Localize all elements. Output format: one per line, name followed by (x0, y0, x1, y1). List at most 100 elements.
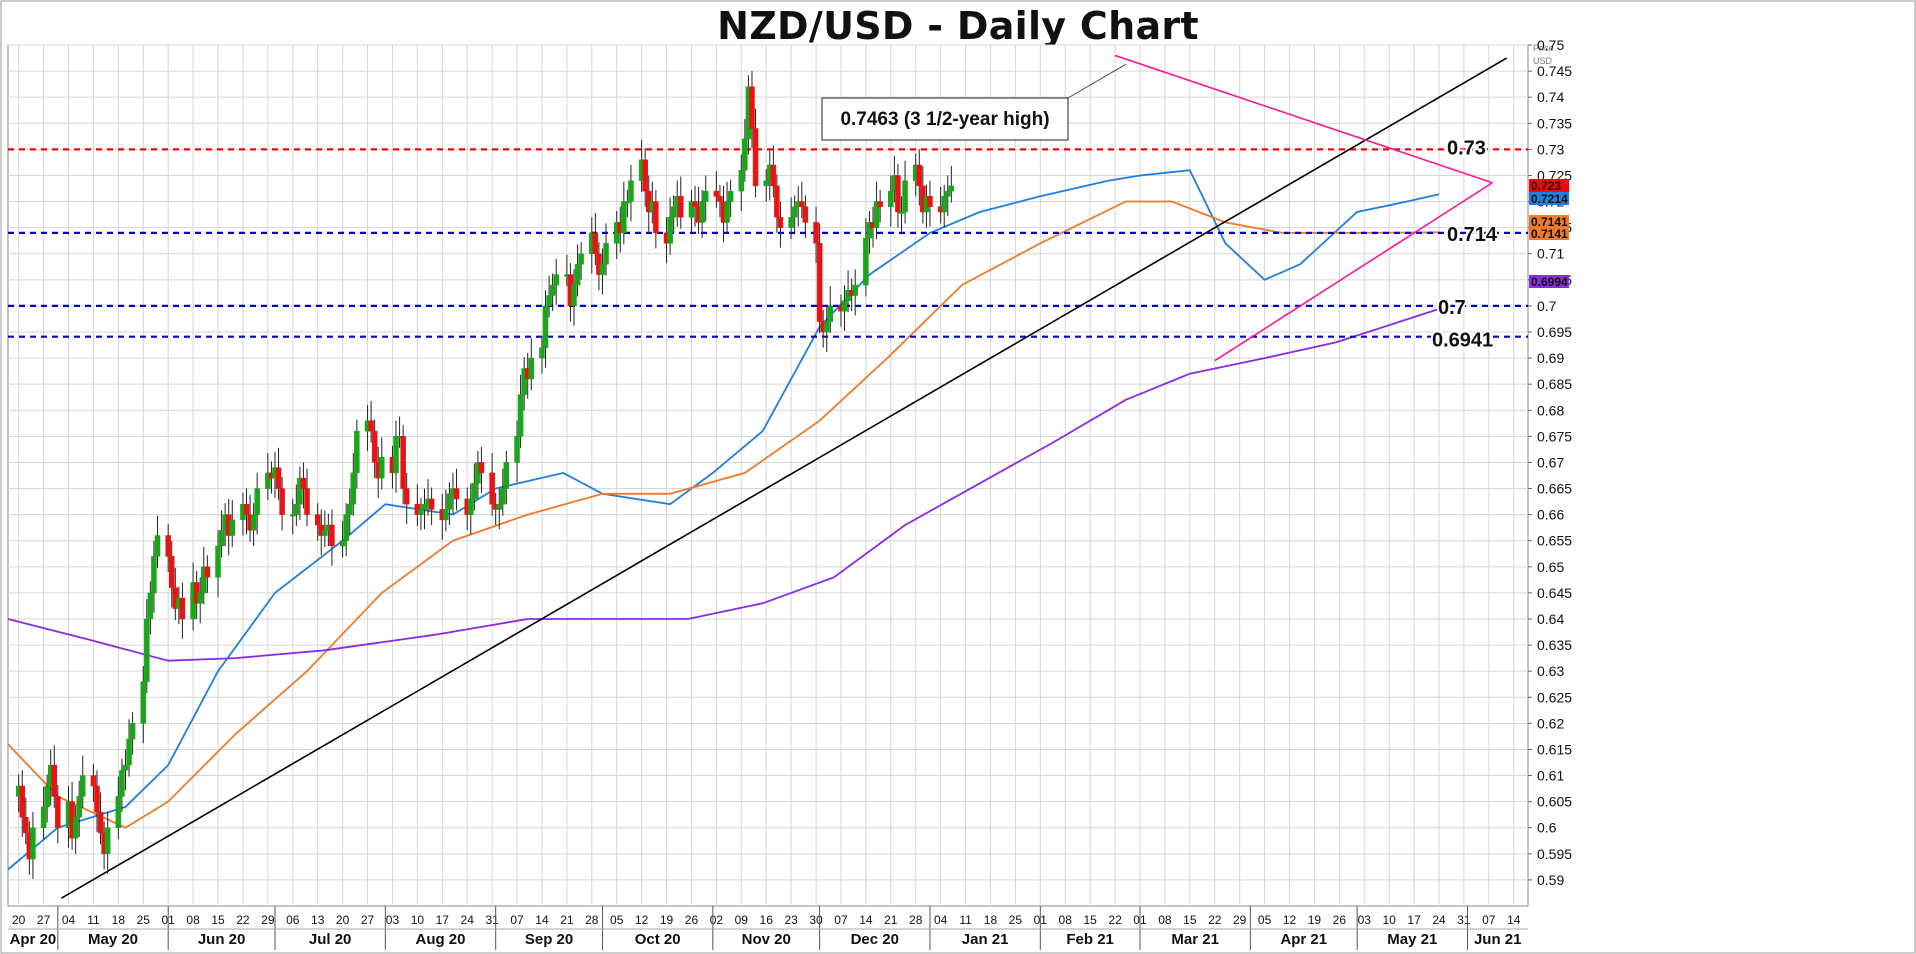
trendline-triangle-lower (1214, 182, 1493, 362)
candle-bullish (421, 503, 428, 510)
y-tick-label: 0.595 (1537, 846, 1572, 862)
candle-bullish (578, 253, 584, 265)
candle-bearish (916, 164, 923, 187)
y-tick-label: 0.66 (1537, 507, 1564, 523)
x-day-label: 22 (1108, 913, 1122, 927)
candle-bullish (791, 206, 798, 218)
x-day-label: 18 (984, 913, 998, 927)
trendlines (60, 54, 1508, 899)
candle-bearish (717, 196, 723, 202)
candlesticks (15, 71, 955, 879)
price-tag-label: 0.6994 (1531, 275, 1568, 289)
candle-bullish (293, 503, 300, 515)
x-day-label: 08 (1059, 913, 1073, 927)
price-tag-label: 0.7141 (1531, 227, 1568, 241)
candle-bearish (204, 566, 211, 578)
y-tick-label: 0.655 (1537, 533, 1572, 549)
candle-bullish (852, 284, 858, 296)
x-day-label: 21 (884, 913, 898, 927)
price-tag (1529, 179, 1569, 192)
x-day-label: 25 (137, 913, 151, 927)
candle-bullish (603, 243, 609, 265)
candle-bearish (400, 436, 406, 489)
candle-bearish (329, 524, 335, 547)
x-day-label: 20 (336, 913, 350, 927)
y-tick-label: 0.615 (1537, 741, 1572, 757)
x-day-label: 03 (1358, 913, 1372, 927)
candle-bullish (30, 827, 36, 860)
candle-bearish (304, 488, 310, 515)
candle-bullish (418, 509, 424, 515)
price-tag-label: 0.7141 (1531, 215, 1568, 229)
candle-bearish (51, 764, 58, 797)
y-tick-label: 0.745 (1537, 63, 1572, 79)
x-day-label: 07 (834, 913, 848, 927)
candle-bullish (40, 806, 47, 828)
annotation-box (821, 97, 1069, 141)
y-tick-label: 0.65 (1537, 559, 1564, 575)
candle-bearish (799, 201, 805, 208)
y-tick-label: 0.635 (1537, 637, 1572, 653)
y-tick-label: 0.645 (1537, 585, 1572, 601)
y-tick-label: 0.665 (1537, 481, 1572, 497)
x-day-label: 14 (859, 913, 873, 927)
x-day-label: 30 (809, 913, 823, 927)
candle-bullish (863, 237, 869, 286)
candle-bearish (478, 462, 485, 474)
y-tick-label: 0.64 (1537, 611, 1564, 627)
x-month-label: Dec 20 (851, 931, 899, 948)
candle-bullish (699, 201, 705, 223)
candle-bearish (749, 86, 755, 129)
candle-bullish (688, 201, 695, 218)
x-day-label: 04 (62, 913, 76, 927)
candle-bullish (250, 514, 257, 531)
x-day-label: 15 (1083, 913, 1097, 927)
candle-bullish (496, 503, 502, 510)
candle-bullish (549, 284, 556, 296)
x-day-label: 22 (236, 913, 250, 927)
level-label: 0.6941 (1432, 330, 1493, 352)
candle-bullish (80, 775, 86, 797)
candle-bearish (179, 597, 186, 620)
x-month-label: Jan 21 (962, 931, 1009, 948)
y-tick-label: 0.625 (1537, 689, 1572, 705)
x-day-label: 04 (934, 913, 948, 927)
chart-title: NZD/USD - Daily Chart (717, 4, 1199, 48)
candle-bearish (97, 811, 104, 834)
x-day-label: 18 (112, 913, 126, 927)
candle-bullish (542, 305, 549, 348)
candle-bullish (72, 817, 79, 839)
candle-bullish (393, 436, 399, 474)
candle-bullish (763, 180, 769, 187)
x-day-label: 24 (461, 913, 475, 927)
candle-bullish (500, 488, 506, 505)
y-tick-label: 0.685 (1537, 376, 1572, 392)
candle-bullish (229, 519, 236, 536)
candle-bullish (265, 472, 271, 489)
candle-bearish (592, 232, 599, 254)
candle-bearish (453, 488, 460, 500)
candle-bearish (713, 190, 720, 197)
candle-bullish (546, 295, 552, 307)
candle-bullish (866, 222, 873, 239)
x-day-label: 27 (361, 913, 375, 927)
candle-bearish (279, 488, 285, 515)
moving-average-line (7, 308, 1440, 662)
candle-bullish (823, 321, 830, 333)
candle-bearish (777, 216, 784, 228)
candle-bearish (94, 785, 100, 813)
candle-bearish (55, 796, 61, 828)
x-day-label: 25 (1009, 913, 1023, 927)
x-day-label: 20 (12, 913, 26, 927)
y-axis-unit: USD (1533, 56, 1553, 66)
candle-bearish (168, 556, 175, 588)
y-tick-label: 0.59 (1537, 872, 1564, 888)
candle-bullish (599, 263, 606, 275)
candle-bearish (642, 159, 648, 192)
x-day-label: 15 (1183, 913, 1197, 927)
candle-bearish (368, 420, 374, 432)
x-day-label: 05 (1258, 913, 1272, 927)
candle-bullish (898, 211, 905, 214)
candle-bearish (300, 477, 307, 489)
